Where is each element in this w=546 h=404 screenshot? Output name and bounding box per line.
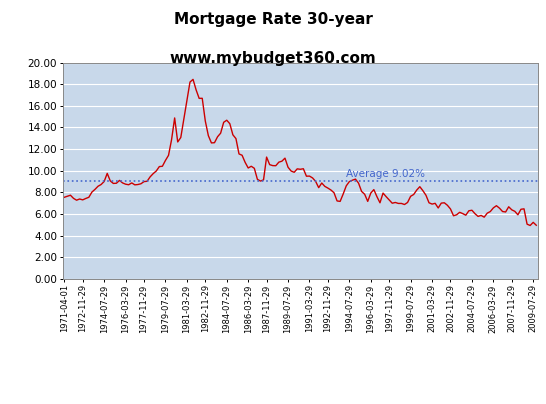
Text: Mortgage Rate 30-year: Mortgage Rate 30-year — [174, 12, 372, 27]
Text: www.mybudget360.com: www.mybudget360.com — [170, 50, 376, 65]
Text: Average 9.02%: Average 9.02% — [346, 169, 425, 179]
